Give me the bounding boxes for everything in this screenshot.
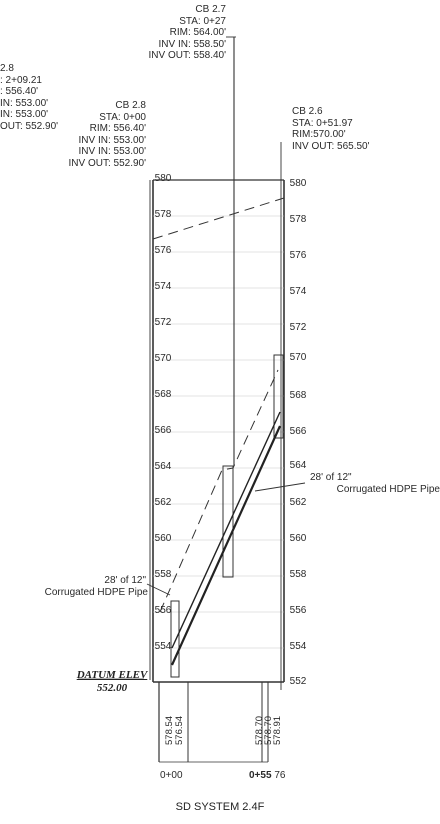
existing-ground-line <box>152 197 285 240</box>
elev-right-label: 570 <box>289 352 307 363</box>
elev-right-label: 558 <box>289 569 307 580</box>
elev-right-label: 580 <box>289 178 307 189</box>
cb26-structure <box>273 354 284 439</box>
elev-left-label: 566 <box>154 425 172 436</box>
ground-elev-label: 578.91 <box>272 715 283 745</box>
elev-right-label: 552 <box>289 676 307 687</box>
ground-lines <box>152 197 285 613</box>
elev-right-label: 576 <box>289 250 307 261</box>
station-end-label: 0+55 76 <box>249 770 286 781</box>
pipe-label-leaders <box>146 482 306 596</box>
pipes <box>170 411 282 666</box>
elev-right-label: 554 <box>289 641 307 652</box>
station-start-label: 0+00 <box>160 770 183 781</box>
elev-left-label: 568 <box>154 389 172 400</box>
elev-left-label: 580 <box>154 173 172 184</box>
upper-pipe-label: 28' of 12" Corrugated HDPE Pipe <box>310 472 440 495</box>
elev-left-label: 578 <box>154 209 172 220</box>
elev-left-label: 572 <box>154 317 172 328</box>
elev-left-label: 558 <box>154 569 172 580</box>
elev-right-label: 556 <box>289 605 307 616</box>
elev-right-label: 566 <box>289 426 307 437</box>
elev-right-label: 578 <box>289 214 307 225</box>
lower-pipe-leader <box>146 583 171 596</box>
elev-left-label: 564 <box>154 461 172 472</box>
elev-left-label: 560 <box>154 533 172 544</box>
pipe-invert-line <box>170 425 282 666</box>
upper-pipe-leader <box>254 482 306 492</box>
cb27-label: CB 2.7 STA: 0+27 RIM: 564.00' INV IN: 55… <box>148 4 227 61</box>
elev-right-label: 562 <box>289 497 307 508</box>
elev-right-label: 564 <box>289 460 307 471</box>
elev-right-label: 568 <box>289 390 307 401</box>
profile-frame <box>152 179 285 683</box>
lower-pipe-label: 28' of 12" Corrugated HDPE Pipe <box>44 575 148 598</box>
datum-elevation: DATUM ELEV 552.00 <box>76 669 148 694</box>
elev-right-label: 572 <box>289 322 307 333</box>
cb26-label: CB 2.6 STA: 0+51.97 RIM:570.00' INV OUT:… <box>292 106 370 152</box>
station-posts <box>158 682 269 763</box>
elev-right-label: 560 <box>289 533 307 544</box>
elev-right-label: 574 <box>289 286 307 297</box>
grid-lines <box>153 215 284 649</box>
cb28-label: CB 2.8 STA: 0+00 RIM: 556.40' INV IN: 55… <box>68 100 147 169</box>
cb28-structure <box>170 600 180 678</box>
cb29-label: 2.8 : 2+09.21 : 556.40' IN: 553.00' IN: … <box>0 63 59 132</box>
elev-left-label: 576 <box>154 245 172 256</box>
profile-title: SD SYSTEM 2.4F <box>175 801 265 813</box>
elev-left-label: 556 <box>154 605 172 616</box>
elev-left-label: 562 <box>154 497 172 508</box>
cb27-structure <box>222 465 234 578</box>
pipe-crown-line <box>171 411 281 649</box>
elev-left-label: 574 <box>154 281 172 292</box>
proposed-grade-line <box>159 369 279 613</box>
structure-posts <box>149 36 284 690</box>
elev-left-label: 570 <box>154 353 172 364</box>
ground-elev-label: 576.54 <box>174 715 185 745</box>
elev-left-label: 554 <box>154 641 172 652</box>
